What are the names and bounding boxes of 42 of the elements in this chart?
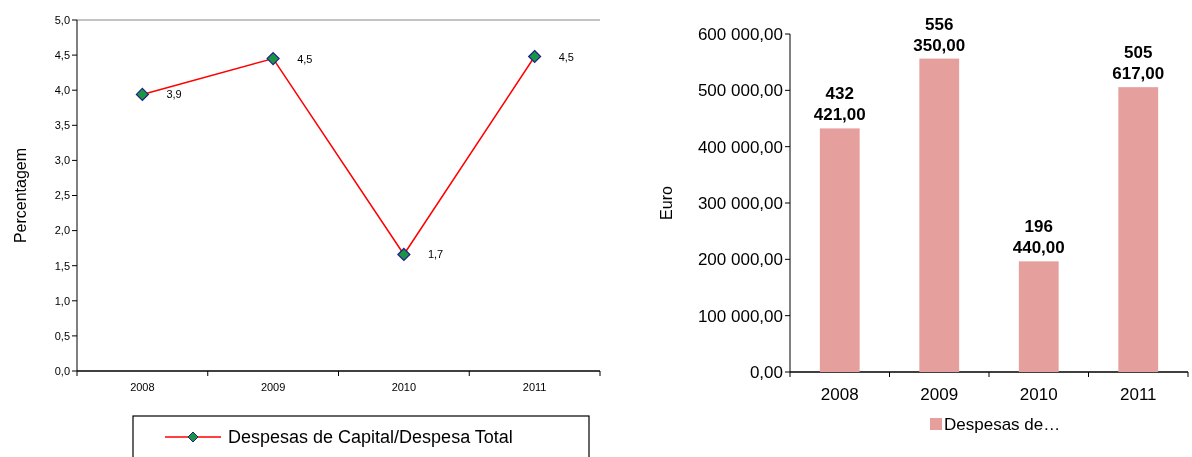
y-tick-label: 2,0 xyxy=(54,224,70,237)
y-tick-label: 5,0 xyxy=(54,13,70,26)
data-label: 556 350,00 xyxy=(913,14,966,55)
legend-label: Despesas de… xyxy=(944,415,1061,434)
y-axis-title: Percentagem xyxy=(12,147,29,244)
y-axis-title: Euro xyxy=(658,186,675,220)
y-tick-label: 0,00 xyxy=(749,362,783,382)
data-label: 4,5 xyxy=(558,50,574,63)
y-tick-label: 500 000,00 xyxy=(697,81,783,101)
bar xyxy=(819,128,860,372)
data-label: 1,7 xyxy=(427,248,444,261)
y-tick-label: 600 000,00 xyxy=(697,24,783,44)
y-tick-label: 100 000,00 xyxy=(697,306,783,326)
y-tick-label: 0,5 xyxy=(54,329,70,342)
x-tick-label: 2010 xyxy=(1019,385,1058,404)
bar xyxy=(1118,87,1159,372)
x-tick-label: 2011 xyxy=(522,381,547,393)
data-label: 196 440,00 xyxy=(1012,217,1065,258)
data-label: 4,5 xyxy=(297,52,313,65)
y-tick-label: 4,5 xyxy=(54,48,70,61)
data-label: 432 421,00 xyxy=(813,84,866,125)
x-tick-label: 2009 xyxy=(260,381,286,393)
x-tick-label: 2008 xyxy=(130,381,155,393)
y-tick-label: 4,0 xyxy=(54,84,70,97)
y-tick-label: 1,0 xyxy=(54,294,70,307)
x-tick-label: 2010 xyxy=(391,381,417,393)
bar xyxy=(1018,261,1059,372)
x-tick-label: 2011 xyxy=(1119,385,1157,404)
y-tick-label: 1,5 xyxy=(54,259,70,272)
y-tick-label: 200 000,00 xyxy=(697,250,783,270)
y-tick-label: 3,0 xyxy=(54,154,70,167)
y-tick-label: 400 000,00 xyxy=(697,137,783,157)
y-tick-label: 300 000,00 xyxy=(697,193,783,213)
data-label: 505 617,00 xyxy=(1112,43,1165,84)
bar xyxy=(919,58,960,372)
y-tick-label: 0,0 xyxy=(54,364,70,377)
legend-label: Despesas de Capital/Despesa Total xyxy=(228,427,513,447)
x-tick-label: 2008 xyxy=(820,385,859,404)
data-label: 3,9 xyxy=(166,88,182,101)
y-tick-label: 2,5 xyxy=(54,189,70,202)
x-tick-label: 2009 xyxy=(920,385,959,404)
y-tick-label: 3,5 xyxy=(54,119,70,132)
